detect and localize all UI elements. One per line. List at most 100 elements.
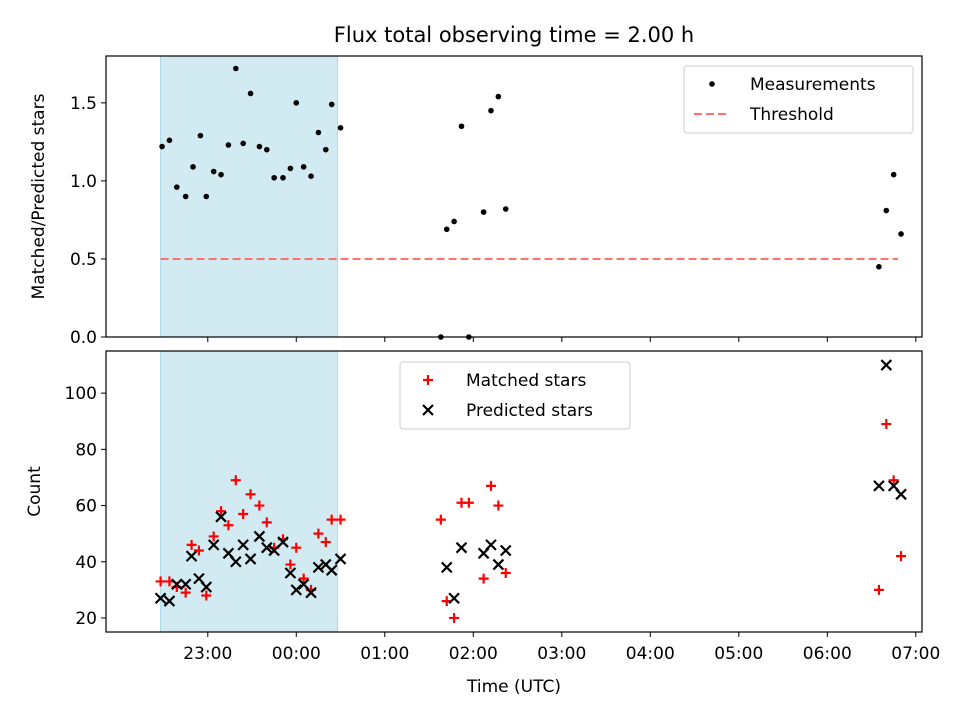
- data-point: [201, 590, 212, 601]
- series-predicted-stars: [154, 359, 907, 607]
- data-point: [261, 517, 272, 528]
- plot-frame: [105, 350, 923, 633]
- data-point: [315, 129, 322, 136]
- data-point: [208, 531, 219, 542]
- data-point: [225, 142, 232, 148]
- data-point: [328, 101, 335, 108]
- data-point: [159, 143, 165, 150]
- legend-swatch: [709, 81, 715, 87]
- plot-frame: [105, 55, 923, 338]
- data-point: [308, 173, 314, 180]
- data-point: [174, 184, 180, 190]
- data-point: [244, 553, 257, 565]
- data-point: [216, 506, 227, 517]
- data-point: [285, 559, 296, 570]
- data-point: [499, 544, 512, 557]
- data-point: [290, 584, 303, 596]
- data-point: [193, 545, 204, 556]
- data-point: [240, 140, 246, 147]
- legend-label: Matched stars: [466, 371, 586, 391]
- data-point: [488, 107, 494, 114]
- y-tick-label: 100: [65, 384, 97, 404]
- data-point: [896, 551, 907, 562]
- data-point: [203, 193, 210, 200]
- x-axis-label: Time (UTC): [466, 677, 561, 697]
- data-point: [215, 511, 227, 523]
- x-tick-label: 06:00: [803, 644, 852, 664]
- data-point: [280, 174, 286, 181]
- y-axis-label: Matched/Predicted stars: [29, 93, 49, 299]
- highlight-span: [160, 55, 339, 338]
- legend-label: Threshold: [749, 105, 834, 125]
- x-tick-label: 02:00: [449, 644, 498, 664]
- data-point: [492, 558, 505, 571]
- data-point: [185, 550, 198, 562]
- data-point: [247, 90, 254, 97]
- data-point: [245, 489, 256, 500]
- legend-box: [399, 361, 631, 430]
- data-point: [334, 553, 347, 565]
- data-point: [500, 567, 511, 578]
- data-point: [218, 171, 224, 178]
- data-point: [163, 595, 176, 607]
- highlight-span: [160, 350, 339, 633]
- y-tick-label: 1.0: [70, 172, 97, 192]
- data-point: [230, 555, 242, 568]
- data-point: [291, 542, 302, 553]
- x-tick-label: 04:00: [626, 644, 675, 664]
- data-point: [458, 123, 465, 130]
- data-point: [179, 578, 192, 591]
- data-point: [254, 500, 265, 511]
- legend-box: [683, 65, 914, 134]
- data-point: [890, 171, 897, 178]
- data-point: [502, 206, 509, 212]
- data-point: [493, 500, 504, 511]
- panel-2: 20 40 60 80 100 23:00 00:00 01:00 02:00 03:00 04:0…: [25, 350, 940, 697]
- data-point: [480, 209, 487, 215]
- data-point: [440, 561, 453, 574]
- data-point: [883, 207, 890, 214]
- data-point: [451, 218, 457, 225]
- data-point: [263, 146, 270, 153]
- data-point: [313, 528, 324, 539]
- data-point: [435, 514, 446, 525]
- data-point: [293, 100, 300, 106]
- data-point: [898, 231, 904, 237]
- legend-label: Predicted stars: [466, 401, 593, 421]
- data-point: [230, 475, 241, 486]
- series-measurements: [159, 65, 904, 340]
- data-point: [876, 263, 882, 270]
- data-point: [881, 419, 892, 430]
- data-point: [171, 578, 183, 591]
- data-point: [873, 480, 885, 492]
- data-point: [895, 488, 907, 501]
- data-point: [277, 536, 289, 548]
- data-point: [325, 564, 338, 576]
- data-point: [485, 539, 497, 551]
- data-point: [182, 193, 189, 200]
- data-point: [261, 541, 273, 554]
- data-point: [448, 592, 460, 605]
- data-point: [326, 514, 337, 525]
- data-point: [180, 587, 191, 598]
- data-point: [238, 508, 249, 519]
- y-tick-label: 40: [75, 553, 97, 573]
- data-point: [166, 137, 173, 144]
- data-point: [223, 520, 234, 531]
- y-axis-label: Count: [25, 466, 45, 517]
- y-tick-label: 1.5: [70, 94, 97, 114]
- data-point: [300, 164, 307, 170]
- data-point: [443, 226, 450, 233]
- data-point: [186, 539, 197, 550]
- x-tick-label: 00:00: [272, 644, 321, 664]
- data-point: [873, 584, 884, 595]
- data-point: [233, 65, 239, 72]
- data-point: [190, 164, 196, 170]
- data-point: [253, 530, 266, 543]
- data-point: [200, 581, 213, 593]
- y-tick-label: 0.0: [70, 328, 97, 348]
- data-point: [154, 592, 167, 605]
- data-point: [155, 576, 166, 587]
- data-point: [335, 514, 346, 525]
